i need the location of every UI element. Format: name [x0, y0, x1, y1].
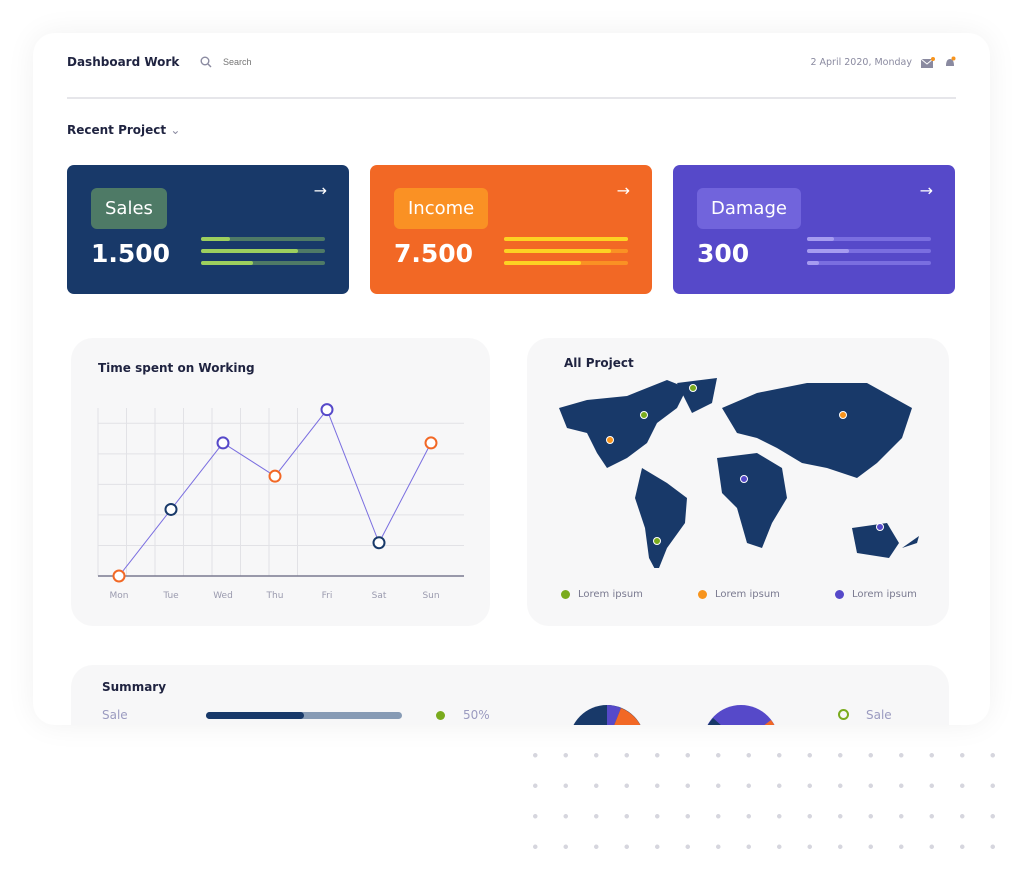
mail-icon[interactable] [921, 57, 935, 69]
card-progress-bars [807, 237, 931, 273]
summary-legend-label: Sale [866, 708, 892, 722]
summary-panel: Summary Sale 50% Sale [71, 665, 949, 725]
data-point[interactable] [164, 502, 178, 516]
card-label: Damage [697, 188, 801, 229]
summary-row-label: Sale [102, 708, 128, 722]
progress-bar [504, 249, 628, 253]
x-tick-label: Mon [110, 591, 129, 601]
x-tick-label: Sat [372, 591, 387, 601]
x-tick-label: Thu [266, 591, 284, 601]
legend-dot-green [561, 590, 570, 599]
legend-dot-orange [698, 590, 707, 599]
legend-item: Lorem ipsum [835, 589, 917, 600]
data-point[interactable] [216, 436, 230, 450]
data-point[interactable] [268, 469, 282, 483]
progress-bar [807, 249, 931, 253]
card-sales[interactable]: Sales 1.500 → [67, 165, 349, 294]
x-tick-label: Fri [322, 591, 333, 601]
summary-percent: 50% [463, 708, 490, 722]
time-chart-panel: Time spent on Working Mon Tue Wed Thu Fri Sat… [71, 338, 490, 626]
bell-icon[interactable] [944, 56, 956, 68]
legend-label: Lorem ipsum [578, 589, 643, 600]
status-dot [436, 711, 445, 720]
card-damage[interactable]: Damage 300 → [673, 165, 955, 294]
legend-label: Lorem ipsum [715, 589, 780, 600]
search-icon[interactable] [200, 56, 212, 68]
x-tick-label: Tue [162, 591, 179, 601]
arrow-right-icon[interactable]: → [313, 181, 327, 200]
recent-project-dropdown[interactable]: Recent Project ⌄ [67, 123, 180, 137]
pie-chart-2 [707, 705, 775, 725]
card-value: 300 [697, 239, 750, 268]
legend-label: Lorem ipsum [852, 589, 917, 600]
dashboard-window: Dashboard Work 2 April 2020, Monday Rece… [33, 33, 990, 725]
x-tick-label: Wed [213, 591, 233, 601]
x-tick-label: Sun [422, 591, 439, 601]
legend-ring-icon [838, 709, 849, 720]
card-label: Sales [91, 188, 167, 229]
all-project-panel: All Project Lorem ipsum Lorem ipsum Lore… [527, 338, 949, 626]
progress-bar [201, 237, 325, 241]
progress-bar [807, 237, 931, 241]
card-value: 1.500 [91, 239, 171, 268]
line-chart: Mon Tue Wed Thu Fri Sat Sun [97, 403, 464, 601]
arrow-right-icon[interactable]: → [616, 181, 630, 200]
search-input[interactable] [223, 57, 323, 67]
legend-item: Lorem ipsum [698, 589, 780, 600]
series-line [118, 408, 432, 577]
data-point[interactable] [424, 436, 438, 450]
legend-item: Lorem ipsum [561, 589, 643, 600]
map-title: All Project [564, 356, 634, 370]
card-progress-bars [504, 237, 628, 273]
data-point[interactable] [112, 569, 126, 583]
progress-bar [201, 249, 325, 253]
progress-bar [201, 261, 325, 265]
arrow-right-icon[interactable]: → [919, 181, 933, 200]
legend-dot-purple [835, 590, 844, 599]
data-point[interactable] [372, 536, 386, 550]
summary-progress [206, 712, 402, 719]
progress-bar [504, 237, 628, 241]
card-value: 7.500 [394, 239, 474, 268]
card-income[interactable]: Income 7.500 → [370, 165, 652, 294]
chart-title: Time spent on Working [98, 361, 255, 375]
progress-bar [807, 261, 931, 265]
summary-title: Summary [102, 680, 167, 694]
pie-chart-1 [573, 705, 641, 725]
card-progress-bars [201, 237, 325, 273]
card-label: Income [394, 188, 489, 229]
dot-pattern [520, 740, 1000, 875]
header-divider [67, 97, 956, 99]
world-map [559, 378, 919, 568]
recent-project-label: Recent Project [67, 123, 167, 137]
chevron-down-icon: ⌄ [170, 123, 181, 137]
data-point[interactable] [320, 403, 334, 417]
current-date: 2 April 2020, Monday [810, 57, 912, 68]
app-title: Dashboard Work [67, 55, 180, 69]
progress-bar [504, 261, 628, 265]
